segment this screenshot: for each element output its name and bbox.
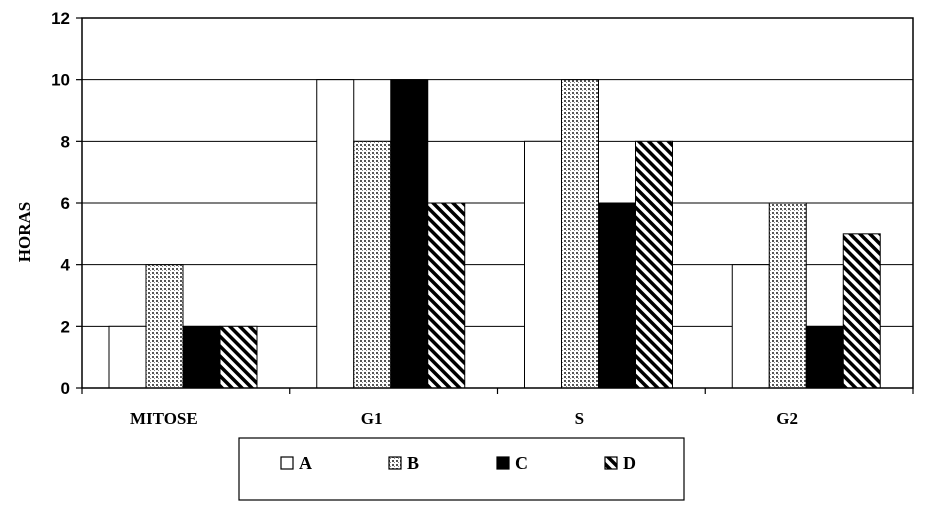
- bar-B-G2: [769, 203, 806, 388]
- x-tick-label: G1: [361, 409, 383, 428]
- bar-C-MITOSE: [183, 326, 220, 388]
- bars: [109, 80, 880, 388]
- bar-D-G1: [428, 203, 465, 388]
- y-tick-label: 0: [61, 379, 70, 398]
- legend-swatch-C: [497, 457, 509, 469]
- y-axis-ticks: 0 2 4 6 8 10 12: [51, 9, 82, 398]
- y-tick-label: 6: [61, 194, 70, 213]
- bar-C-G2: [806, 326, 843, 388]
- x-tick-label: S: [575, 409, 584, 428]
- y-tick-label: 8: [61, 132, 70, 151]
- bar-A-G2: [732, 265, 769, 388]
- y-tick-label: 10: [51, 71, 70, 90]
- bar-C-G1: [391, 80, 428, 388]
- bar-B-MITOSE: [146, 265, 183, 388]
- bar-C-S: [599, 203, 636, 388]
- x-tick-label: G2: [776, 409, 798, 428]
- y-tick-label: 12: [51, 9, 70, 28]
- bar-A-G1: [317, 80, 354, 388]
- legend-label-A: A: [299, 453, 312, 473]
- y-tick-label: 2: [61, 317, 70, 336]
- x-axis-ticks: MITOSE G1 S G2: [82, 388, 913, 428]
- legend-label-C: C: [515, 453, 528, 473]
- legend-label-D: D: [623, 453, 636, 473]
- bar-A-S: [525, 141, 562, 388]
- legend: A B C D: [239, 438, 684, 500]
- y-tick-label: 4: [61, 256, 71, 275]
- x-tick-label: MITOSE: [130, 409, 198, 428]
- bar-B-S: [562, 80, 599, 388]
- y-axis-title: HORAS: [15, 202, 34, 262]
- bar-A-MITOSE: [109, 326, 146, 388]
- bar-D-MITOSE: [220, 326, 257, 388]
- legend-swatch-B: [389, 457, 401, 469]
- legend-swatch-A: [281, 457, 293, 469]
- legend-swatch-D: [605, 457, 617, 469]
- bar-D-S: [636, 141, 673, 388]
- bar-D-G2: [843, 234, 880, 388]
- legend-label-B: B: [407, 453, 419, 473]
- bar-B-G1: [354, 141, 391, 388]
